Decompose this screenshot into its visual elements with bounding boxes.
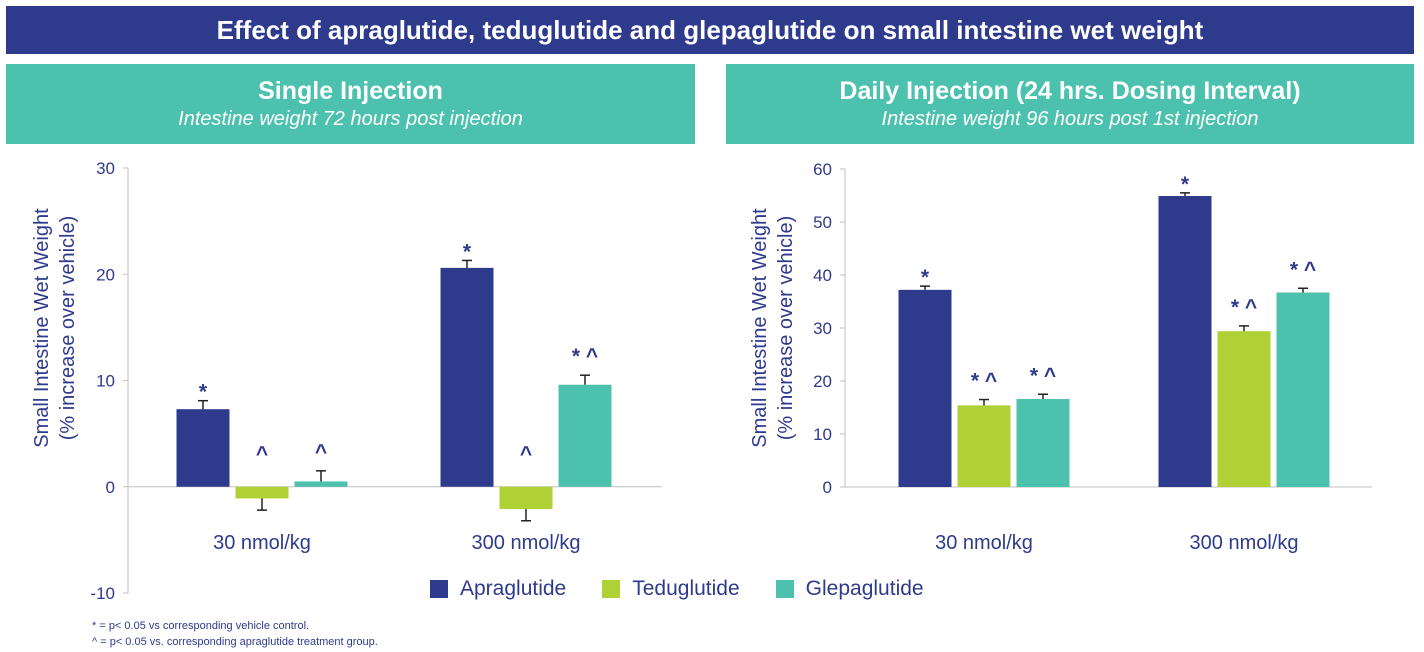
footnote-significance-vehicle: * = p< 0.05 vs corresponding vehicle con… xyxy=(92,620,310,632)
panel-header-single-injection: Single Injection Intestine weight 72 hou… xyxy=(6,64,695,144)
legend-item-teduglutide: Teduglutide xyxy=(602,577,740,601)
legend-item-glepaglutide: Glepaglutide xyxy=(775,577,924,601)
chart1-annotation-teduglutide-2: ^ xyxy=(520,443,532,466)
chart1-category-label-1: 30 nmol/kg xyxy=(213,532,311,554)
chart2-bar-apraglutide-2 xyxy=(1158,196,1212,487)
chart2-bar-glepaglutide-2 xyxy=(1276,292,1330,487)
chart2-y-tick-label: 60 xyxy=(813,160,832,179)
chart2-bar-glepaglutide-1 xyxy=(1016,399,1070,487)
chart1-annotation-apraglutide-1: * xyxy=(199,381,208,404)
chart1-y-tick-label: 20 xyxy=(96,265,115,284)
legend-swatch-apraglutide xyxy=(430,580,448,598)
chart1-annotation-glepaglutide-1: ^ xyxy=(315,441,327,464)
footnote-significance-apraglutide: ^ = p< 0.05 vs. corresponding apraglutid… xyxy=(92,636,378,648)
panel-title-daily-injection: Daily Injection (24 hrs. Dosing Interval… xyxy=(839,77,1301,105)
chart2-bar-teduglutide-1 xyxy=(957,405,1011,487)
chart2-bar-apraglutide-1 xyxy=(898,289,952,487)
chart1-y-axis-label-units: (% increase over vehicle) xyxy=(57,216,79,441)
chart2-y-tick-label: 10 xyxy=(813,425,832,444)
legend: Apraglutide Teduglutide Glepaglutide xyxy=(430,574,990,604)
chart1-bar-apraglutide-2 xyxy=(440,267,494,487)
legend-swatch-glepaglutide xyxy=(775,580,794,598)
panel-subtitle-daily-injection: Intestine weight 96 hours post 1st injec… xyxy=(881,108,1259,130)
chart2-y-tick-label: 50 xyxy=(813,213,832,232)
legend-item-apraglutide: Apraglutide xyxy=(430,577,566,601)
chart1-category-label-2: 300 nmol/kg xyxy=(472,532,581,554)
chart2-category-label-1: 30 nmol/kg xyxy=(935,532,1033,554)
panel-subtitle-single-injection: Intestine weight 72 hours post injection xyxy=(178,108,523,130)
chart2-annotation-apraglutide-2: * xyxy=(1181,173,1190,196)
chart2-annotation-glepaglutide-2: * ^ xyxy=(1290,258,1316,281)
chart2-annotation-teduglutide-2: * ^ xyxy=(1231,296,1257,319)
chart2-category-label-2: 300 nmol/kg xyxy=(1190,532,1299,554)
chart2-y-axis-label: Small Intestine Wet Weight xyxy=(749,208,771,448)
chart1-y-tick-label: 0 xyxy=(106,478,115,497)
chart1-bar-apraglutide-1 xyxy=(176,409,230,487)
chart1-y-tick-label: -10 xyxy=(90,584,115,603)
chart2-annotation-glepaglutide-1: * ^ xyxy=(1030,364,1056,387)
chart1-y-tick-label: 10 xyxy=(96,372,115,391)
chart1-bar-teduglutide-2 xyxy=(499,486,553,510)
main-title: Effect of apraglutide, teduglutide and g… xyxy=(6,6,1414,54)
chart1-bar-teduglutide-1 xyxy=(235,486,289,499)
chart2-annotation-teduglutide-1: * ^ xyxy=(971,370,997,393)
chart2-y-tick-label: 20 xyxy=(813,372,832,391)
chart1-annotation-apraglutide-2: * xyxy=(463,240,472,263)
chart1-bar-glepaglutide-1 xyxy=(294,481,348,487)
chart2-y-tick-label: 0 xyxy=(823,478,832,497)
chart1-y-tick-label: 30 xyxy=(96,159,115,178)
legend-label-glepaglutide: Glepaglutide xyxy=(805,577,924,600)
chart1-annotation-glepaglutide-2: * ^ xyxy=(572,345,598,368)
legend-label-teduglutide: Teduglutide xyxy=(632,577,740,600)
chart2-y-tick-label: 40 xyxy=(813,266,832,285)
chart2-y-axis-label-units: (% increase over vehicle) xyxy=(775,216,797,441)
legend-swatch-teduglutide xyxy=(602,580,621,598)
panel-title-single-injection: Single Injection xyxy=(258,77,443,105)
chart2-annotation-apraglutide-1: * xyxy=(921,266,930,289)
chart2-y-tick-label: 30 xyxy=(813,319,832,338)
footnotes: * = p< 0.05 vs corresponding vehicle con… xyxy=(92,618,378,650)
chart2-bar-teduglutide-2 xyxy=(1217,331,1271,487)
chart1-y-axis-label: Small Intestine Wet Weight xyxy=(31,208,53,448)
chart1-annotation-teduglutide-1: ^ xyxy=(256,443,268,466)
panel-header-daily-injection: Daily Injection (24 hrs. Dosing Interval… xyxy=(726,64,1414,144)
legend-label-apraglutide: Apraglutide xyxy=(460,577,567,600)
chart1-bar-glepaglutide-2 xyxy=(558,384,612,487)
